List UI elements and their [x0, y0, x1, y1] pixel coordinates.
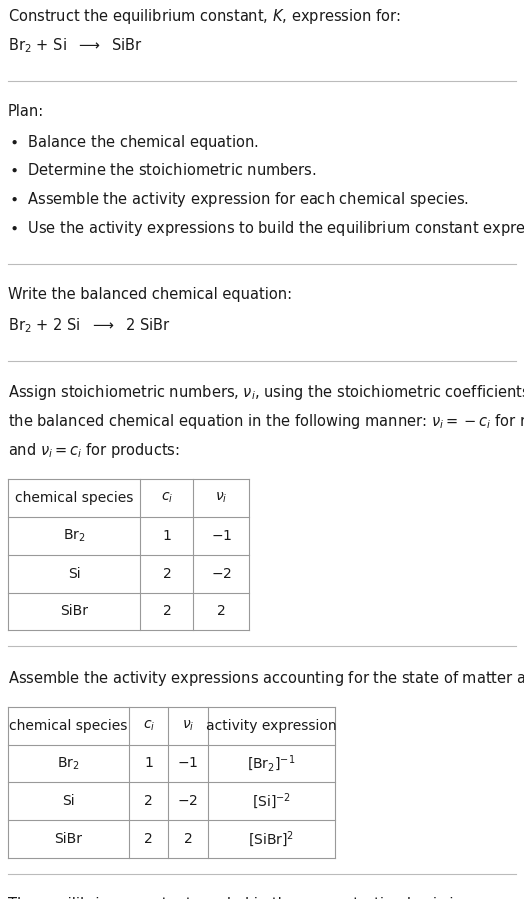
Text: Br$_2$: Br$_2$ [63, 528, 85, 544]
Text: $-1$: $-1$ [211, 529, 232, 543]
Text: Assemble the activity expressions accounting for the state of matter and $\nu_i$: Assemble the activity expressions accoun… [8, 669, 524, 688]
Text: $\nu_i$: $\nu_i$ [215, 491, 227, 505]
Text: 2: 2 [162, 566, 171, 581]
Text: $\bullet$  Determine the stoichiometric numbers.: $\bullet$ Determine the stoichiometric n… [9, 162, 317, 177]
Text: $c_i$: $c_i$ [143, 718, 155, 733]
Text: $\bullet$  Balance the chemical equation.: $\bullet$ Balance the chemical equation. [9, 133, 259, 152]
Text: chemical species: chemical species [9, 718, 128, 733]
Text: 2: 2 [162, 604, 171, 619]
Text: 1: 1 [162, 529, 171, 543]
Text: Br$_2$ + Si  $\longrightarrow$  SiBr: Br$_2$ + Si $\longrightarrow$ SiBr [8, 36, 143, 55]
Text: [SiBr]$^2$: [SiBr]$^2$ [248, 829, 294, 849]
Text: Write the balanced chemical equation:: Write the balanced chemical equation: [8, 287, 292, 302]
Text: Construct the equilibrium constant, $K$, expression for:: Construct the equilibrium constant, $K$,… [8, 7, 400, 26]
Text: SiBr: SiBr [60, 604, 88, 619]
Text: the balanced chemical equation in the following manner: $\nu_i = -c_i$ for react: the balanced chemical equation in the fo… [8, 413, 524, 432]
Text: The equilibrium constant symbol in the concentration basis is:: The equilibrium constant symbol in the c… [8, 896, 466, 899]
Text: Assign stoichiometric numbers, $\nu_i$, using the stoichiometric coefficients, $: Assign stoichiometric numbers, $\nu_i$, … [8, 384, 524, 403]
Text: Br$_2$ + 2 Si  $\longrightarrow$  2 SiBr: Br$_2$ + 2 Si $\longrightarrow$ 2 SiBr [8, 316, 171, 334]
Text: 2: 2 [144, 794, 153, 808]
Text: Plan:: Plan: [8, 103, 44, 119]
Text: 2: 2 [183, 832, 192, 846]
Text: $\nu_i$: $\nu_i$ [182, 718, 194, 733]
Text: chemical species: chemical species [15, 491, 133, 505]
Text: $c_i$: $c_i$ [161, 491, 173, 505]
Text: 1: 1 [144, 756, 153, 770]
Text: $-2$: $-2$ [211, 566, 232, 581]
Text: Si: Si [62, 794, 75, 808]
Text: $\bullet$  Use the activity expressions to build the equilibrium constant expres: $\bullet$ Use the activity expressions t… [9, 219, 524, 238]
Text: Si: Si [68, 566, 81, 581]
Text: SiBr: SiBr [54, 832, 82, 846]
Text: $-1$: $-1$ [177, 756, 199, 770]
Text: $-2$: $-2$ [178, 794, 199, 808]
Text: 2: 2 [144, 832, 153, 846]
Text: $\bullet$  Assemble the activity expression for each chemical species.: $\bullet$ Assemble the activity expressi… [9, 191, 470, 209]
Text: 2: 2 [217, 604, 225, 619]
Text: and $\nu_i = c_i$ for products:: and $\nu_i = c_i$ for products: [8, 441, 180, 460]
Text: [Br$_2$]$^{-1}$: [Br$_2$]$^{-1}$ [247, 753, 296, 774]
Text: activity expression: activity expression [206, 718, 337, 733]
Text: Br$_2$: Br$_2$ [57, 755, 80, 771]
Text: [Si]$^{-2}$: [Si]$^{-2}$ [252, 791, 291, 811]
